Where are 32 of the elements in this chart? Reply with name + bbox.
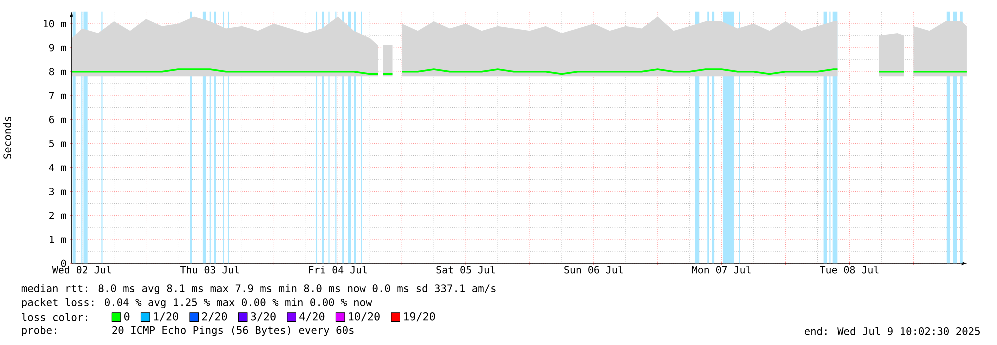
y-tick-label: 8 m xyxy=(49,68,66,76)
y-tick-label: 10 m xyxy=(44,20,66,28)
text: 20 ICMP Echo Pings (56 Bytes) every 60s xyxy=(112,326,354,336)
x-tick-label: Wed 02 Jul xyxy=(52,266,112,274)
x-tick-label: Tue 08 Jul xyxy=(820,266,879,274)
legend-label: 10/20 xyxy=(349,312,380,322)
y-tick-label: 9 m xyxy=(49,44,66,52)
y-tick-label: 1 m xyxy=(50,236,66,244)
x-tick-label: Thu 03 Jul xyxy=(180,266,240,274)
y-tick-label: 7 m xyxy=(50,92,66,100)
text: median rtt: 8.0 ms avg 8.1 ms max 7.9 ms min 8.0 ms now 0.0 ms sd 337.1 am/s xyxy=(22,284,496,294)
y-tick-label: 4 m xyxy=(49,164,66,172)
legend-label: 1/20 xyxy=(154,312,178,322)
x-tick-label: Mon 07 Jul xyxy=(692,266,751,274)
y-tick-label: 6 m xyxy=(49,116,66,124)
legend-label: 19/20 xyxy=(404,312,436,322)
legend-label: 3/20 xyxy=(251,312,276,322)
text: probe: xyxy=(22,326,56,336)
legend-label: 0 xyxy=(124,312,130,321)
y-tick-label: 0 xyxy=(61,260,66,268)
y-tick-label: 2 m xyxy=(50,212,66,220)
x-tick-label: Sun 06 Jul xyxy=(564,266,623,274)
x-tick-label: Sat 05 Jul xyxy=(436,266,495,274)
legend-label: 4/20 xyxy=(300,312,325,322)
legend-label: 2/20 xyxy=(202,312,228,322)
y-tick-label: 3 m xyxy=(50,188,66,196)
x-tick-label: Fri 04 Jul xyxy=(309,266,368,274)
legend-title: loss color: xyxy=(22,313,88,322)
text: end: Wed Jul 9 10:02:30 2025 xyxy=(804,327,980,336)
y-axis-title: Seconds xyxy=(3,116,12,159)
text: packet loss: 0.04 % avg 1.25 % max 0.00 % min 0.00 % now xyxy=(22,298,372,308)
y-tick-label: 5 m xyxy=(50,140,66,148)
